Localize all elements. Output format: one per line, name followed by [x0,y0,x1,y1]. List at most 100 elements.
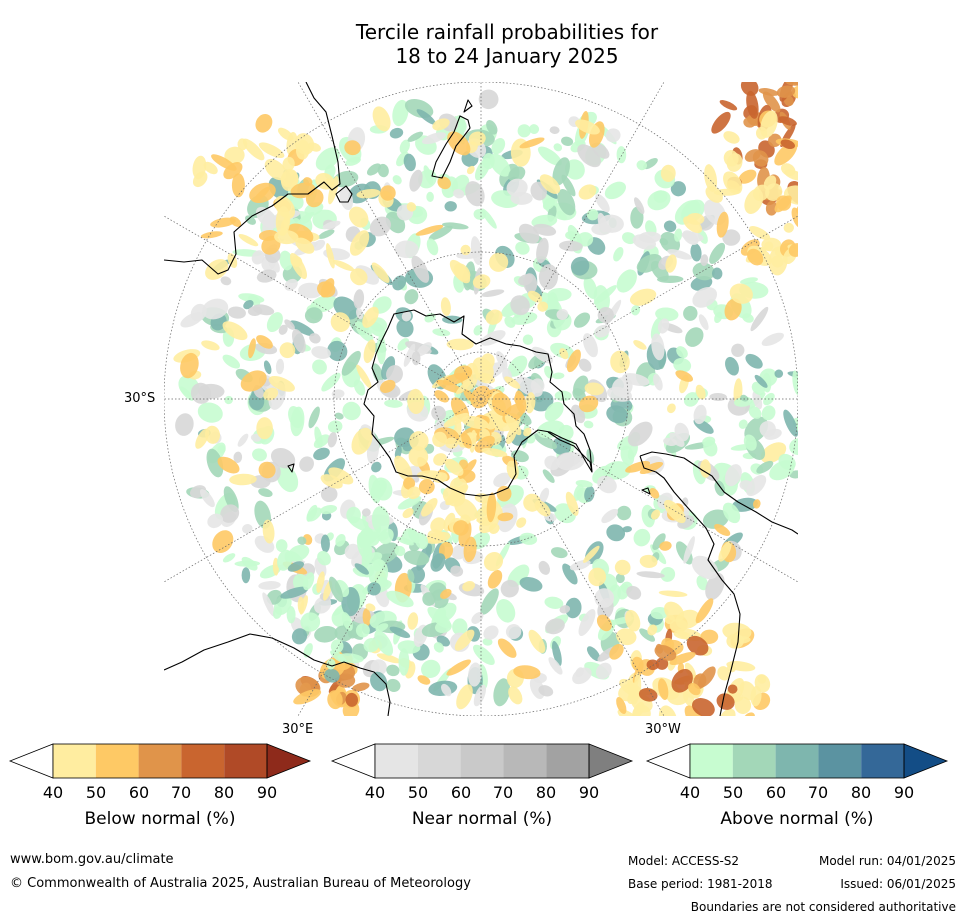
meridian-150e [297,82,482,400]
shading-patch [729,283,753,304]
shading-patch [671,668,693,693]
australia-coast [164,82,341,275]
shading-patch [442,372,468,386]
shading-patch [242,138,265,161]
shading-patch [441,683,452,697]
shading-patch [417,675,431,685]
shading-patch [629,288,657,306]
shading-patch [583,420,594,429]
shading-patch [504,376,521,389]
shading-patch [284,278,298,291]
shading-patch [705,186,723,203]
shading-patch [432,118,450,131]
shading-patch [280,586,309,599]
shading-patch [175,413,194,436]
shading-patch [407,612,419,630]
website-link[interactable]: www.bom.gov.au/climate [10,852,174,867]
forecast-map [164,82,798,716]
shading-patch [523,273,538,294]
shading-patch [396,318,414,338]
shading-patch [245,215,256,225]
shading-patch [573,312,591,328]
shading-patch [652,533,666,550]
shading-patch [304,307,323,324]
shading-patch [650,606,669,620]
shading-patch [263,387,279,401]
shading-patch [446,338,474,351]
shading-patch [293,689,322,705]
shading-patch [514,390,527,414]
shading-patch [666,688,689,706]
shading-patch [513,665,541,680]
shading-patch [179,386,194,401]
shading-patch [341,350,361,376]
shading-patch [396,536,414,546]
meridian-60w [480,398,798,583]
shading-patch [718,541,732,562]
shading-patch [636,253,662,273]
shading-patch [688,682,701,696]
shading-patch [341,612,353,631]
shading-patch [791,85,798,99]
shading-patch [222,321,248,341]
shading-patch [577,232,594,247]
shading-patch [396,151,409,167]
shading-patch [622,373,650,387]
tick-label: 40 [42,783,64,802]
colorbar-near-swatches [330,743,634,779]
shading-patch [722,502,741,524]
shading-patch [537,301,549,312]
shading-patch [352,682,370,692]
shading-patch [212,530,234,554]
shading-patch [686,635,709,656]
colorbar-frame [689,743,905,779]
shading-patch [354,563,369,575]
shading-patch [456,684,473,710]
colorbar-swatch [861,744,904,778]
shading-patch [665,254,677,273]
shading-patch [371,262,390,283]
shading-patch [433,642,444,653]
shading-patch [342,401,361,421]
shading-patch [664,499,686,524]
shading-patch [318,229,335,239]
shading-patch [556,308,569,321]
meridian-150w [480,82,665,400]
shading-patch [711,111,731,134]
shading-patch [297,536,307,545]
shading-patch [683,536,695,564]
shading-patch [686,212,705,225]
colorbar-swatch [138,744,182,778]
shading-patch [705,572,725,601]
shading-patch [425,531,451,544]
shading-patch [583,276,598,299]
shading-patch [279,342,296,359]
kerguelen-island [287,463,295,473]
shading-patch [386,678,401,692]
shading-patch [586,208,599,221]
colorbar-swatch [53,744,96,778]
shading-patch [711,267,723,280]
shading-patch [763,175,777,191]
meridian-30e [297,398,482,716]
shading-patch [625,609,641,632]
shading-patch [542,197,556,210]
shading-patch [369,216,391,237]
shading-patch [255,206,278,229]
shading-patch [362,306,379,328]
shading-patch [437,176,451,190]
shading-patch [243,299,254,310]
shading-patch [344,140,361,156]
shading-patch [237,433,249,447]
shading-patch [445,437,459,449]
shading-patch [416,470,442,480]
shading-patch [353,289,365,309]
tick-label: 90 [893,783,915,802]
shading-patch [411,255,430,283]
graticule [164,82,798,716]
shading-patch [739,681,757,701]
shading-patch [564,159,585,180]
shading-patch [300,612,321,632]
shading-patch [291,329,306,353]
shading-patch [355,623,370,638]
